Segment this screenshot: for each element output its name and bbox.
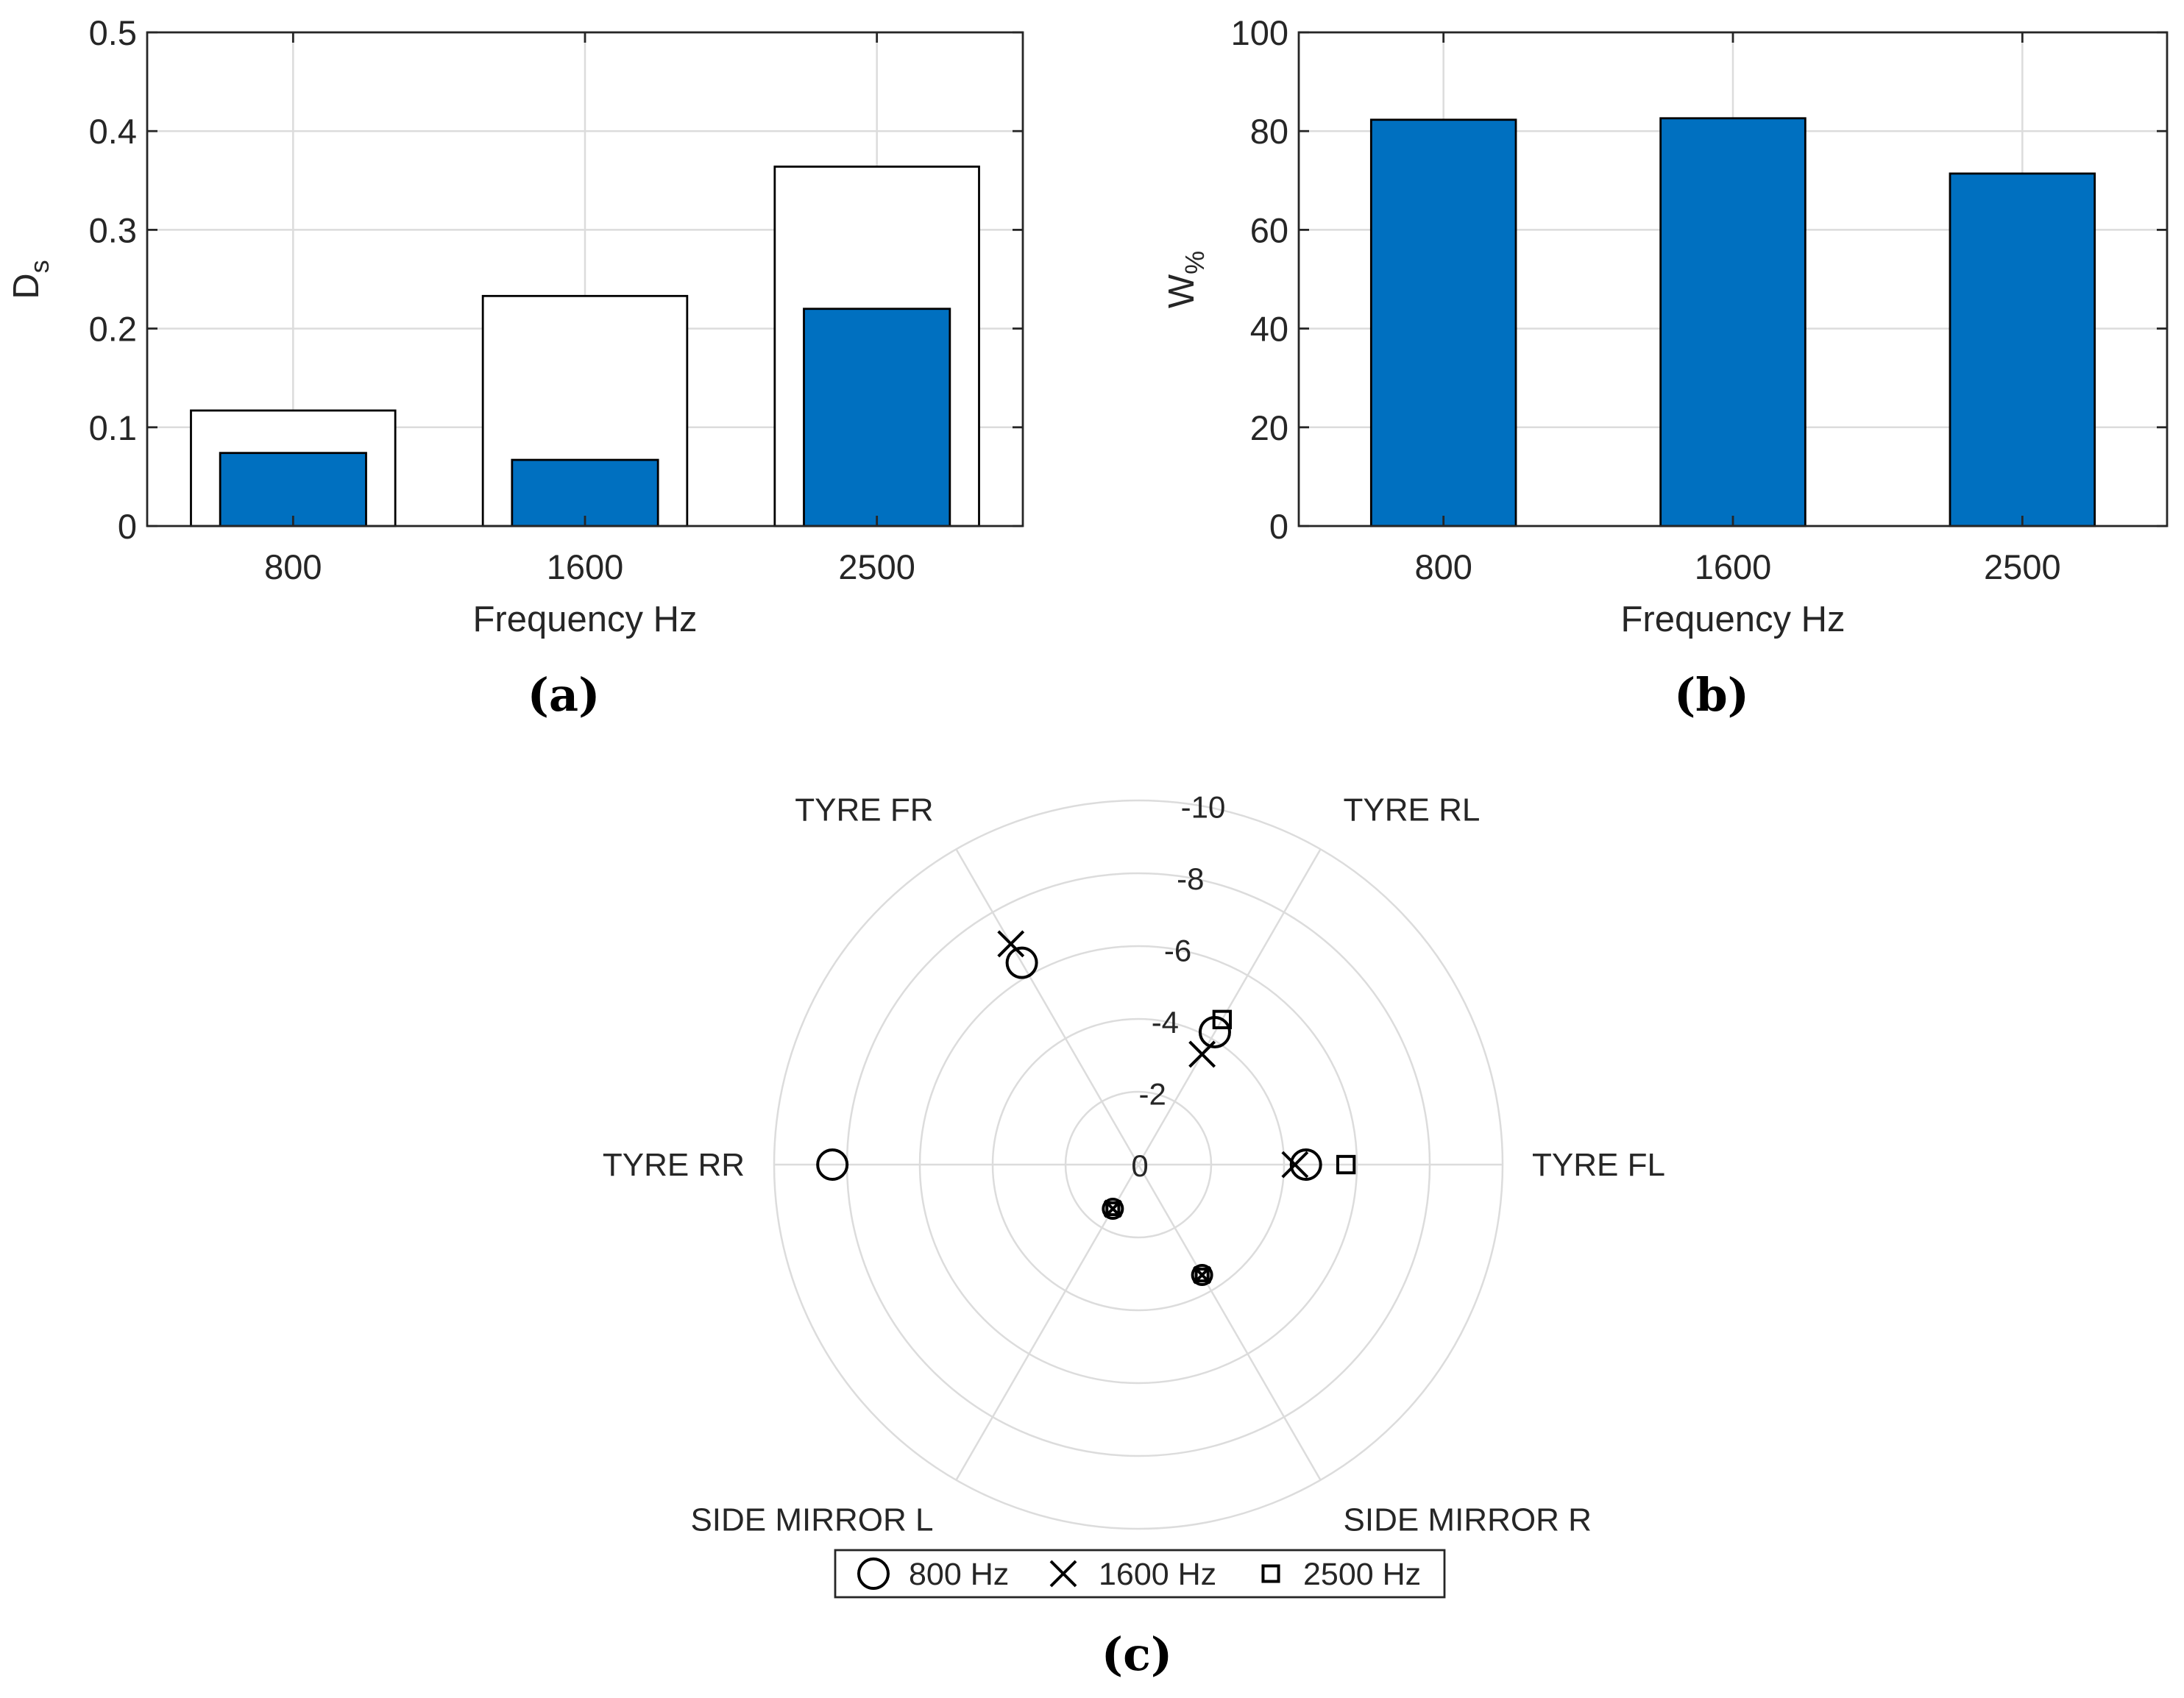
panel-b-ticks: 0 20 40 60 80 100 800 1600 2500 [1231, 13, 2167, 586]
legend-label: 800 Hz [909, 1557, 1009, 1592]
marker-x-1600hz [997, 930, 1025, 958]
marker-square-2500hz [1212, 1009, 1233, 1029]
marker-circle-800hz [1191, 1264, 1213, 1287]
panel-b-caption-open-paren: ( [1674, 668, 1695, 722]
b-ytick-label: 20 [1250, 408, 1288, 447]
panel-a-bar-chart: 0 0.1 0.2 0.3 0.4 0.5 800 1600 2500 Frequency Hz… [7, 13, 1024, 722]
panel-c-caption-open-paren: ( [1102, 1627, 1123, 1681]
polar-rtick-label: -6 [1164, 934, 1191, 968]
a-ytick-label: 0 [118, 507, 137, 546]
a-xtick-label: 1600 [547, 547, 624, 586]
polar-direction-label: SIDE MIRROR L [690, 1502, 933, 1538]
polar-direction-label: TYRE RL [1344, 792, 1481, 828]
polar-direction-label: TYRE FL [1532, 1147, 1665, 1183]
panel-a-ylabel-sub: s [24, 260, 54, 273]
panel-b-caption-letter: b [1695, 668, 1727, 722]
marker-square-2500hz [1336, 1154, 1356, 1175]
marker-circle-800hz [1289, 1148, 1322, 1181]
polar-rtick-label: -8 [1177, 862, 1204, 896]
panel-c-radial-tick-labels: 0 -2 -4 -6 -8 -10 [1131, 790, 1225, 1183]
b-ytick-label: 60 [1250, 210, 1288, 249]
polar-spoke [1137, 848, 1322, 1165]
panel-a-ylabel-main: D [7, 273, 46, 299]
polar-rtick-label: -10 [1181, 790, 1226, 825]
panel-b-ylabel-main: W [1162, 274, 1202, 308]
panel-b-bars [1369, 117, 2096, 527]
a-xtick-label: 2500 [838, 547, 915, 586]
a-ytick-label: 0.1 [89, 408, 137, 447]
marker-square-2500hz [1194, 1267, 1210, 1283]
panel-c-caption: (c) [1102, 1627, 1172, 1681]
panel-a-bars [190, 166, 980, 527]
legend-label: 2500 Hz [1303, 1557, 1421, 1592]
polar-direction-label: TYRE FR [795, 792, 933, 828]
polar-rtick-label: -4 [1152, 1005, 1179, 1040]
panel-a-caption: (a) [528, 668, 600, 722]
marker-square-2500hz [1261, 1564, 1280, 1583]
panel-c-markers [816, 930, 1356, 1287]
a-ytick-label: 0.5 [89, 13, 137, 52]
b-ytick-label: 100 [1231, 13, 1288, 52]
b-xtick-label: 2500 [1984, 547, 2061, 586]
marker-circle-800hz [857, 1557, 890, 1590]
panel-c-polar-chart: 0 -2 -4 -6 -8 -10 TYRE FL TYRE RL TYRE FR TYRE R… [603, 790, 1665, 1681]
panel-c-legend: 800 Hz 1600 Hz 2500 Hz [834, 1549, 1446, 1599]
legend-label: 1600 Hz [1099, 1557, 1216, 1592]
marker-circle-800hz [816, 1148, 849, 1181]
b-bar [1659, 117, 1807, 527]
polar-spoke [1137, 1164, 1322, 1481]
marker-x-1600hz [1188, 1040, 1216, 1068]
polar-spoke [955, 848, 1140, 1165]
legend-box [834, 1549, 1446, 1599]
a-bar-filled [803, 308, 951, 527]
panel-c-caption-letter: c [1123, 1627, 1151, 1681]
marker-circle-800hz [1005, 946, 1038, 979]
a-bar-filled [219, 452, 367, 527]
panel-b-ylabel: W% [1162, 251, 1210, 308]
polar-rtick-label: 0 [1131, 1148, 1148, 1183]
b-ytick-label: 80 [1250, 112, 1288, 151]
b-bar [1369, 118, 1517, 527]
marker-circle-800hz [1102, 1198, 1124, 1221]
panel-a-ticks: 0 0.1 0.2 0.3 0.4 0.5 800 1600 2500 [89, 13, 1023, 586]
b-ytick-label: 40 [1250, 310, 1288, 349]
b-xtick-label: 1600 [1695, 547, 1772, 586]
panel-b-xlabel: Frequency Hz [1620, 600, 1845, 639]
a-ytick-label: 0.2 [89, 310, 137, 349]
a-ytick-label: 0.3 [89, 210, 137, 249]
panel-a-caption-close-paren: ) [578, 668, 600, 722]
panel-c-direction-labels: TYRE FL TYRE RL TYRE FR TYRE RR SIDE MIRROR … [603, 792, 1665, 1538]
polar-direction-label: TYRE RR [603, 1147, 745, 1183]
panel-b-ylabel-sub: % [1180, 251, 1210, 274]
a-xtick-label: 800 [264, 547, 322, 586]
panel-b-caption: (b) [1674, 668, 1749, 722]
panel-c-caption-close-paren: ) [1151, 1627, 1172, 1681]
marker-square-2500hz [1105, 1201, 1121, 1217]
b-xtick-label: 800 [1414, 547, 1472, 586]
polar-rtick-label: -2 [1139, 1077, 1166, 1112]
b-bar [1949, 172, 2096, 527]
panel-b-caption-close-paren: ) [1728, 668, 1749, 722]
panel-a-caption-open-paren: ( [528, 668, 549, 722]
b-ytick-label: 0 [1269, 507, 1288, 546]
a-ytick-label: 0.4 [89, 112, 137, 151]
marker-x-1600hz [1281, 1151, 1309, 1179]
panel-a-caption-letter: a [549, 668, 578, 722]
panel-a-ylabel: Ds [7, 260, 54, 299]
marker-x-1600hz [1049, 1560, 1077, 1588]
panel-a-xlabel: Frequency Hz [472, 600, 697, 639]
polar-direction-label: SIDE MIRROR R [1344, 1502, 1592, 1538]
